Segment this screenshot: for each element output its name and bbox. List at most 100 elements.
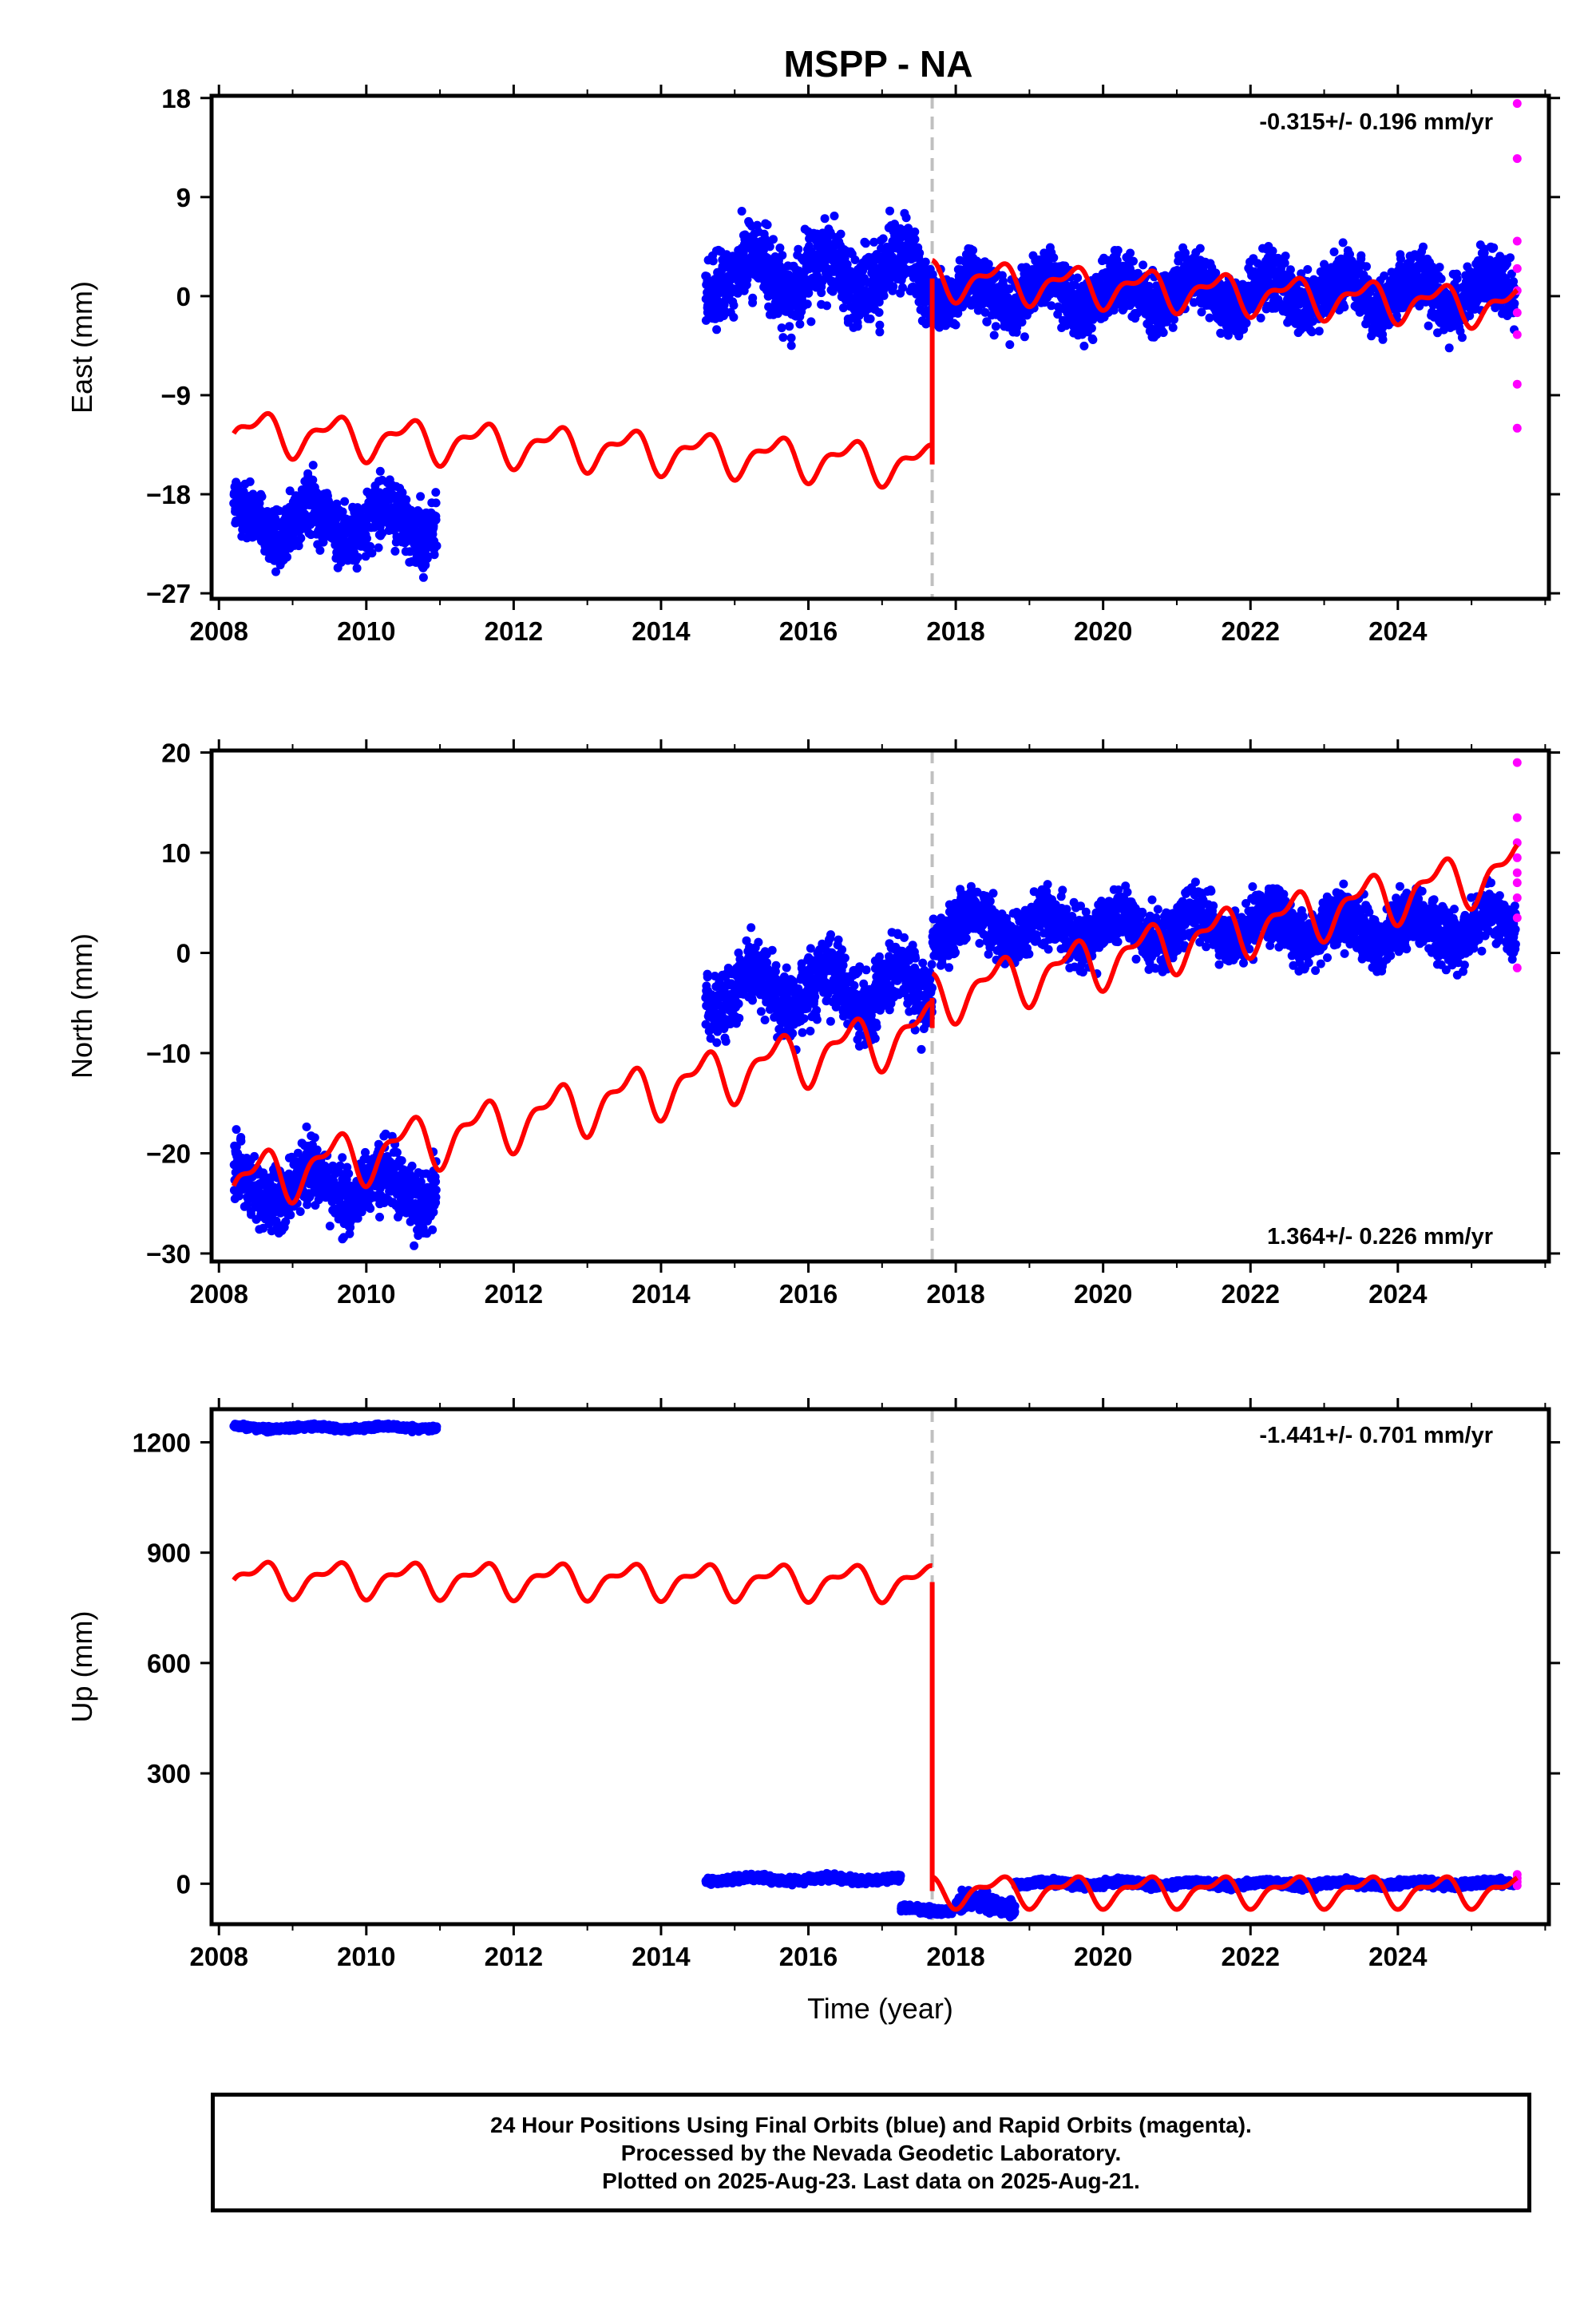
final-orbit-point [431,512,441,521]
final-orbit-point [232,1125,241,1135]
final-orbit-point [1017,318,1027,327]
x-tick-label: 2008 [190,616,248,646]
final-orbit-point [802,299,812,309]
final-orbit-point [232,516,241,525]
final-orbit-point [1424,321,1433,331]
final-orbit-point [1452,274,1462,283]
y-tick-label: 18 [161,84,191,113]
plot-frame [209,93,1551,601]
final-orbit-point [729,312,739,322]
final-orbit-point [889,282,898,291]
final-orbit-point [984,259,993,269]
y-tick-label: −9 [160,381,191,410]
final-orbit-point [1126,248,1135,258]
final-orbit-point [271,567,280,576]
x-tick-label: 2022 [1222,616,1280,646]
final-orbit-point [367,549,377,558]
final-orbit-point [729,300,739,310]
x-tick-label: 2018 [926,616,984,646]
final-orbit-point [1435,263,1444,272]
final-orbit-point [982,317,992,327]
velocity-annotation: -0.315+/- 0.196 mm/yr [1259,109,1493,135]
rapid-orbit-point [1512,154,1522,164]
final-orbit-point [375,466,385,476]
final-orbit-point [762,220,772,230]
final-orbit-point [1507,269,1516,279]
final-orbit-point [295,1207,305,1216]
final-orbit-point [285,486,295,496]
final-orbit-point [1256,313,1265,323]
final-orbit-point [245,477,255,486]
final-orbit-point [921,257,930,267]
final-orbit-point [836,229,846,239]
final-orbit-point [794,244,803,254]
final-orbit-point [312,1145,322,1155]
final-orbit-point [1362,262,1371,271]
rapid-orbit-point [1512,330,1522,339]
final-orbit-point [875,327,885,337]
final-orbit-point [335,1161,345,1170]
final-orbit-point [234,1191,244,1201]
final-orbit-point [1129,256,1138,266]
final-orbit-point [1113,246,1123,255]
final-orbit-point [398,488,407,497]
final-orbit-point [1223,331,1233,340]
final-orbit-point [874,307,884,317]
final-orbit-point [765,242,774,252]
rapid-orbits-series [1512,99,1522,433]
final-orbit-point [898,283,907,292]
final-orbit-point [1356,251,1366,260]
x-tick-label: 2014 [632,616,691,646]
final-orbit-point [806,317,816,327]
final-orbit-point [777,323,786,333]
final-orbit-point [308,461,318,470]
final-orbit-point [1345,250,1354,259]
final-orbit-point [308,475,318,485]
final-orbit-point [861,239,870,248]
x-tick-label: 2012 [485,616,543,646]
final-orbit-point [1168,323,1178,332]
final-orbit-point [1291,319,1301,328]
final-orbit-point [1005,340,1015,350]
final-orbit-point [416,492,426,501]
final-orbit-point [874,297,884,307]
final-orbit-point [752,220,762,230]
final-orbit-point [1340,303,1349,312]
final-orbit-point [250,1151,259,1161]
final-orbit-point [236,1133,246,1142]
final-orbit-point [352,564,362,573]
final-orbit-point [1380,271,1389,280]
final-orbit-point [828,287,838,296]
final-orbit-point [795,319,805,329]
model-line [232,258,1519,490]
final-orbit-point [1280,259,1289,267]
final-orbit-point [319,537,328,547]
final-orbit-point [1285,265,1295,275]
final-orbit-point [429,523,438,533]
final-orbit-point [875,320,885,330]
final-orbit-point [1112,255,1122,265]
final-orbit-point [338,507,347,517]
final-orbit-point [737,207,747,216]
rapid-orbit-point [1512,99,1522,109]
plot-area [229,751,1522,1261]
final-orbit-point [416,1177,426,1186]
x-tick-label: 2010 [337,616,395,646]
final-orbit-point [726,275,735,284]
final-orbit-point [1338,238,1348,248]
x-tick-label: 2024 [1368,616,1428,646]
rapid-orbit-point [1512,263,1522,273]
final-orbit-point [865,314,875,323]
final-orbit-point [345,1229,354,1238]
final-orbit-point [397,1156,406,1166]
final-orbit-point [1506,253,1515,263]
final-orbit-point [423,552,433,561]
final-orbit-point [430,550,439,560]
final-orbit-point [901,213,911,223]
final-orbit-point [1047,301,1056,311]
final-orbit-point [390,546,400,556]
final-orbit-point [353,553,362,562]
final-orbit-point [366,541,375,551]
panel-1: 2008 2010 2012 2014 2016 2018 2020 2022 2024−27−… [65,84,1560,646]
final-orbit-point [378,529,387,538]
